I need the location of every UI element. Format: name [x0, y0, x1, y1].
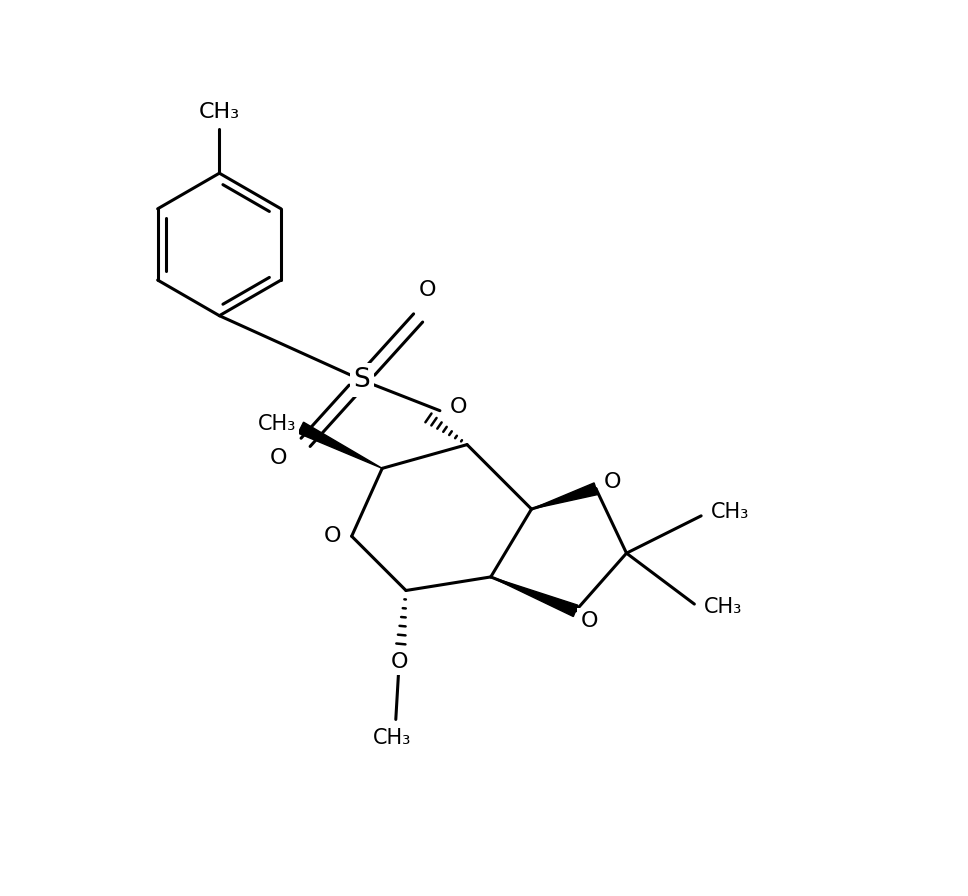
Text: CH₃: CH₃ — [198, 102, 240, 122]
Polygon shape — [491, 577, 578, 616]
Text: O: O — [324, 526, 342, 547]
Polygon shape — [531, 483, 598, 509]
Text: O: O — [390, 651, 408, 672]
Text: O: O — [604, 472, 621, 492]
Text: O: O — [419, 280, 437, 300]
Polygon shape — [298, 422, 382, 469]
Text: O: O — [581, 611, 598, 631]
Text: CH₃: CH₃ — [704, 598, 742, 617]
Text: O: O — [270, 448, 287, 469]
Text: CH₃: CH₃ — [374, 728, 411, 748]
Text: O: O — [450, 397, 468, 418]
Text: CH₃: CH₃ — [257, 414, 296, 435]
Text: CH₃: CH₃ — [711, 503, 749, 522]
Text: S: S — [353, 367, 370, 393]
